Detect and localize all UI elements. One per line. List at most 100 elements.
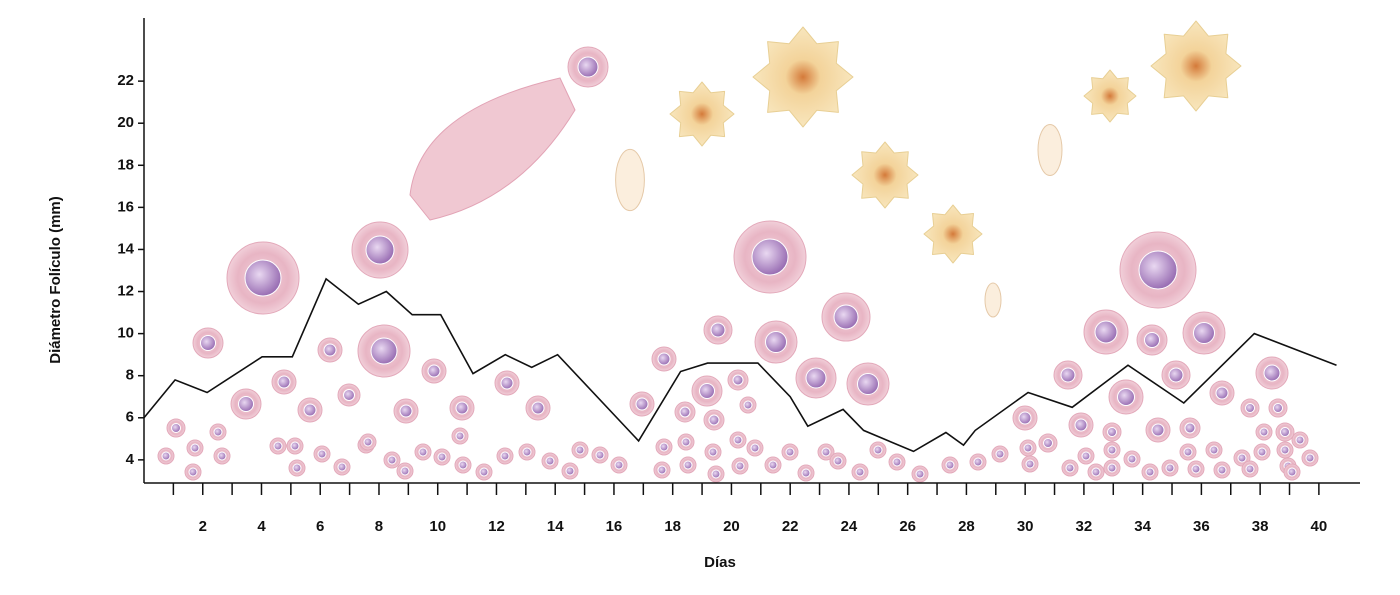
oocyte — [733, 435, 743, 445]
x-tick-label: 22 — [782, 518, 799, 535]
oocyte — [455, 401, 469, 415]
oocyte — [1165, 463, 1175, 473]
x-tick-label: 34 — [1134, 518, 1151, 535]
y-axis-label: Diámetro Folículo (mm) — [47, 196, 64, 364]
corpus-luteum — [923, 204, 983, 264]
oocyte — [750, 443, 760, 453]
oocyte — [1280, 427, 1290, 437]
oocyte — [657, 352, 671, 366]
oocyte — [751, 238, 789, 276]
oocyte — [683, 460, 693, 470]
oocyte — [708, 414, 720, 426]
oocyte — [1245, 403, 1255, 413]
oocyte — [200, 335, 216, 351]
oocyte — [427, 364, 441, 378]
oocyte — [1193, 322, 1215, 344]
oocyte — [500, 451, 510, 461]
oocyte — [1287, 467, 1297, 477]
oocyte — [500, 376, 514, 390]
oocyte — [710, 322, 726, 338]
x-tick-label: 2 — [199, 518, 207, 535]
y-tick-label: 18 — [117, 156, 134, 173]
y-tick-label: 20 — [117, 114, 134, 131]
oocyte — [1145, 467, 1155, 477]
oocyte — [363, 437, 373, 447]
oocyte — [732, 374, 744, 386]
oocyte — [343, 389, 355, 401]
oocyte — [437, 452, 447, 462]
oocyte — [1259, 427, 1269, 437]
oocyte — [1237, 453, 1247, 463]
oocyte — [418, 447, 428, 457]
oocyte — [635, 397, 649, 411]
oocyte — [785, 447, 795, 457]
oocyte — [317, 449, 327, 459]
oocyte — [892, 457, 902, 467]
ovulation — [409, 77, 576, 221]
oocyte — [1217, 465, 1227, 475]
oocyte — [1094, 320, 1118, 344]
oocyte — [217, 451, 227, 461]
oocyte — [1151, 423, 1165, 437]
oocyte — [565, 466, 575, 476]
oocyte — [337, 462, 347, 472]
oocyte — [1060, 367, 1076, 383]
oocyte — [1025, 459, 1035, 469]
oocyte — [1074, 418, 1088, 432]
oocyte — [531, 401, 545, 415]
x-tick-label: 26 — [899, 518, 916, 535]
oocyte — [190, 443, 200, 453]
y-tick-label: 16 — [117, 198, 134, 215]
follicle-line — [143, 277, 1337, 453]
x-tick-label: 36 — [1193, 518, 1210, 535]
oocyte — [1107, 445, 1117, 455]
oocyte — [1081, 451, 1091, 461]
corpus-albicans — [984, 282, 1002, 318]
oocyte — [1023, 443, 1033, 453]
oocyte — [1127, 454, 1137, 464]
oocyte — [1280, 445, 1290, 455]
oocyte — [857, 373, 879, 395]
oocyte — [768, 460, 778, 470]
oocyte — [522, 447, 532, 457]
oocyte — [945, 460, 955, 470]
oocyte — [855, 467, 865, 477]
oocyte — [479, 467, 489, 477]
oocyte — [1215, 386, 1229, 400]
oocyte — [458, 460, 468, 470]
x-tick-label: 18 — [664, 518, 681, 535]
oocyte — [273, 441, 283, 451]
corpus-luteum — [1150, 20, 1242, 112]
oocyte — [277, 375, 291, 389]
oocyte — [1183, 447, 1193, 457]
oocyte — [595, 450, 605, 460]
follicle-illustrations — [157, 20, 1319, 483]
oocyte — [545, 456, 555, 466]
x-tick-label: 8 — [375, 518, 383, 535]
oocyte — [161, 451, 171, 461]
oocyte — [614, 460, 624, 470]
oocyte — [801, 468, 811, 478]
x-tick-label: 6 — [316, 518, 324, 535]
oocyte — [765, 331, 787, 353]
oocyte — [455, 431, 465, 441]
oocyte — [708, 447, 718, 457]
x-tick-label: 38 — [1252, 518, 1269, 535]
oocyte — [1117, 388, 1135, 406]
oocyte — [1184, 422, 1196, 434]
oocyte — [238, 396, 254, 412]
oocyte — [711, 469, 721, 479]
oocyte — [400, 466, 410, 476]
oocyte — [681, 437, 691, 447]
oocyte — [833, 304, 859, 330]
oocyte — [171, 423, 181, 433]
oocyte — [805, 367, 827, 389]
oocyte — [1107, 427, 1117, 437]
corpus-albicans — [1037, 124, 1063, 176]
oocyte — [1091, 467, 1101, 477]
corpus-luteum — [1083, 69, 1137, 123]
oocyte — [213, 427, 223, 437]
oocyte — [370, 337, 398, 365]
y-tick-label: 10 — [117, 325, 134, 342]
oocyte — [995, 449, 1005, 459]
